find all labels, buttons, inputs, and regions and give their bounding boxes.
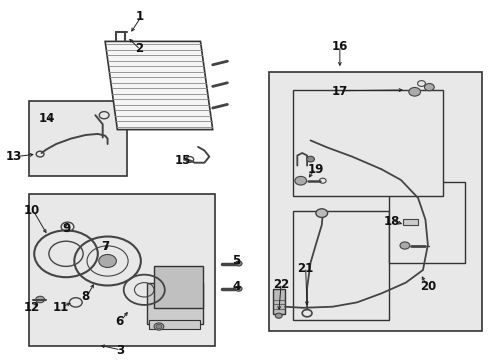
Circle shape — [235, 261, 242, 266]
Circle shape — [306, 156, 314, 162]
Bar — [154, 266, 203, 308]
Bar — [29, 101, 127, 176]
Circle shape — [315, 209, 327, 217]
Text: 13: 13 — [5, 150, 22, 163]
Text: 8: 8 — [81, 291, 89, 303]
Bar — [272, 289, 285, 314]
Text: 20: 20 — [419, 280, 435, 293]
Circle shape — [399, 242, 409, 249]
Bar — [293, 211, 388, 320]
Bar — [293, 90, 442, 196]
Text: 1: 1 — [135, 10, 143, 23]
Text: 4: 4 — [232, 280, 240, 293]
Text: 5: 5 — [232, 255, 240, 267]
Bar — [403, 219, 417, 225]
Text: 11: 11 — [53, 301, 69, 314]
Text: 22: 22 — [272, 278, 289, 291]
Text: 17: 17 — [331, 85, 347, 98]
Circle shape — [99, 255, 116, 267]
Circle shape — [156, 324, 162, 329]
Text: 2: 2 — [135, 42, 143, 55]
Bar — [388, 182, 464, 263]
Circle shape — [424, 84, 433, 91]
Text: 12: 12 — [23, 301, 40, 314]
Bar — [29, 194, 215, 346]
Circle shape — [36, 296, 44, 303]
Text: 15: 15 — [175, 154, 191, 167]
Text: 10: 10 — [23, 204, 40, 217]
Text: 18: 18 — [383, 215, 400, 228]
Circle shape — [294, 176, 306, 185]
Bar — [268, 72, 481, 331]
Polygon shape — [105, 41, 212, 130]
Text: 3: 3 — [116, 345, 123, 357]
Text: 7: 7 — [101, 240, 109, 253]
Text: 9: 9 — [62, 222, 70, 235]
Text: 21: 21 — [297, 262, 313, 275]
Circle shape — [154, 323, 163, 330]
Text: 16: 16 — [331, 40, 347, 53]
Text: 6: 6 — [116, 315, 123, 328]
Text: 14: 14 — [38, 112, 55, 125]
Circle shape — [408, 87, 420, 96]
Bar — [149, 320, 200, 329]
Circle shape — [275, 313, 282, 318]
Circle shape — [235, 286, 242, 291]
Bar — [146, 283, 203, 324]
Text: 19: 19 — [306, 163, 323, 176]
